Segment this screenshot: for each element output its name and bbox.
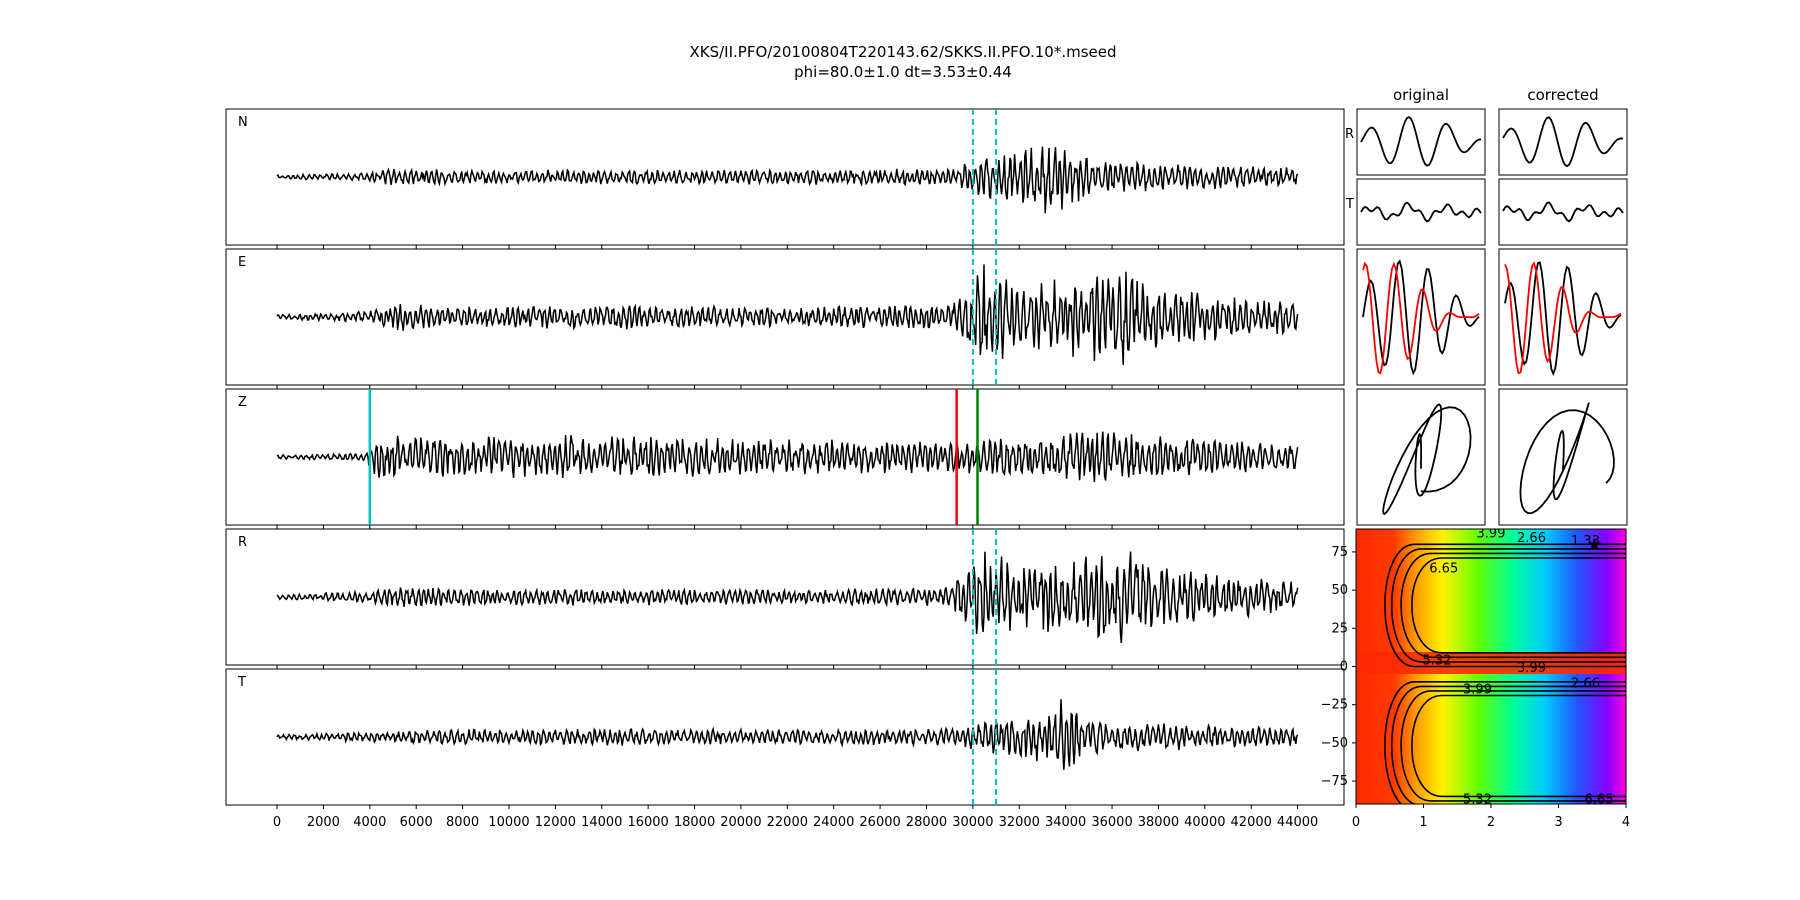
heatmap-y-tick-label: −25 — [1321, 698, 1348, 713]
trace-waveform — [276, 264, 1299, 366]
x-tick-label: 6000 — [400, 815, 433, 830]
heatmap-contour — [1411, 694, 1626, 798]
heatmap-y-tick-label: 0 — [1340, 660, 1348, 675]
heatmap-x-tick-label: 2 — [1487, 815, 1495, 830]
x-tick-label: 24000 — [813, 815, 854, 830]
contour-label: 5.32 — [1423, 653, 1452, 668]
pm-trace — [1502, 201, 1624, 223]
contour-label: 2.66 — [1517, 531, 1546, 546]
trace-panel-t: T — [225, 668, 1345, 809]
column-title-corrected: corrected — [1527, 86, 1598, 104]
pm-overlay-trace — [1504, 261, 1622, 377]
x-tick-label: 16000 — [627, 815, 668, 830]
trace-panel-e: E — [225, 248, 1345, 389]
figure-subtitle: phi=80.0±1.0 dt=3.53±0.44 — [794, 63, 1012, 81]
x-tick-label: 32000 — [999, 815, 1040, 830]
heatmap-y-tick-label: −75 — [1321, 774, 1348, 789]
pm-panel — [1356, 178, 1486, 246]
trace-label: E — [238, 255, 246, 270]
pm-panel — [1498, 248, 1628, 386]
x-tick-label: 40000 — [1184, 815, 1225, 830]
x-tick-label: 44000 — [1277, 815, 1318, 830]
heatmap-contour — [1400, 552, 1626, 659]
x-tick-label: 36000 — [1091, 815, 1132, 830]
heatmap-x-tick-label: 4 — [1622, 815, 1630, 830]
x-tick-label: 22000 — [767, 815, 808, 830]
pm-panel — [1356, 388, 1486, 526]
x-tick-label: 42000 — [1231, 815, 1272, 830]
x-tick-label: 18000 — [674, 815, 715, 830]
trace-waveform — [276, 699, 1299, 770]
heatmap-x-tick-label: 0 — [1352, 815, 1360, 830]
heatmap-y-tick-label: 75 — [1331, 545, 1348, 560]
trace-time-axis: 0 2000 4000 6000 8000 10000 12000 14000 16000 180… — [273, 815, 1318, 830]
x-tick-label: 26000 — [859, 815, 900, 830]
heatmap-contour — [1391, 685, 1626, 804]
contour-label: 3.99 — [1517, 661, 1546, 676]
x-tick-label: 34000 — [1045, 815, 1086, 830]
x-tick-label: 8000 — [446, 815, 479, 830]
x-tick-label: 10000 — [488, 815, 529, 830]
figure-title: XKS/II.PFO/20100804T220143.62/SKKS.II.PF… — [689, 43, 1116, 61]
trace-panel-n: N — [225, 108, 1345, 249]
pm-panel — [1356, 108, 1486, 176]
trace-label: Z — [238, 395, 247, 410]
contour-label: 5.32 — [1463, 792, 1492, 807]
heatmap-contour — [1390, 548, 1626, 663]
heatmap-contour — [1411, 557, 1626, 654]
pm-trace — [1360, 116, 1482, 167]
pm-overlay-trace — [1504, 261, 1622, 375]
heatmap-y-tick-label: −50 — [1321, 736, 1348, 751]
trace-waveform — [276, 146, 1299, 214]
pm-panel — [1498, 108, 1628, 176]
pm-overlay-trace — [1362, 261, 1480, 375]
x-tick-label: 4000 — [353, 815, 386, 830]
trace-label: N — [238, 115, 248, 130]
column-title-original: original — [1393, 86, 1449, 104]
heatmap-contour — [1384, 681, 1626, 804]
contour-label: 6.65 — [1429, 562, 1458, 577]
x-tick-label: 38000 — [1138, 815, 1179, 830]
x-tick-label: 0 — [273, 815, 281, 830]
pm-trace — [1360, 201, 1482, 223]
pm-panel — [1498, 178, 1628, 246]
contour-label: 1.33 — [1571, 534, 1600, 549]
x-tick-label: 12000 — [535, 815, 576, 830]
splitting-grid-heatmap: 3.99 2.66 1.33 6.65 5.32 3.99 2.66 3.99 5.32 6.65… — [1321, 527, 1630, 830]
trace-panel-z: Z — [225, 388, 1345, 529]
heatmap-y-tick-label: 50 — [1331, 583, 1348, 598]
contour-label: 2.66 — [1571, 676, 1600, 691]
heatmap-y-tick-label: 25 — [1331, 621, 1348, 636]
x-tick-label: 14000 — [581, 815, 622, 830]
x-tick-label: 20000 — [720, 815, 761, 830]
row-label: R — [1345, 127, 1354, 142]
pm-panel — [1498, 388, 1628, 526]
heatmap-contour — [1400, 690, 1626, 802]
pm-trace — [1502, 116, 1624, 168]
pm-panel — [1356, 248, 1486, 386]
contour-label: 3.99 — [1477, 527, 1506, 542]
x-tick-label: 28000 — [906, 815, 947, 830]
trace-waveform — [276, 431, 1299, 483]
contour-label: 3.99 — [1463, 682, 1492, 697]
trace-waveform — [276, 551, 1299, 644]
minimum-star-icon: ★ — [1586, 534, 1602, 555]
row-label: T — [1345, 197, 1354, 212]
trace-label: T — [237, 675, 246, 690]
contour-label: 6.65 — [1585, 792, 1614, 807]
trace-label: R — [238, 535, 247, 550]
particle-motion — [1519, 402, 1615, 514]
heatmap-x-tick-label: 1 — [1419, 815, 1427, 830]
particle-motion-panels: original corrected R T — [1345, 86, 1628, 526]
particle-motion — [1382, 403, 1472, 516]
x-tick-label: 30000 — [952, 815, 993, 830]
heatmap-x-tick-label: 3 — [1554, 815, 1562, 830]
heatmap-contour — [1384, 543, 1626, 668]
seismogram-traces: N E Z R T — [225, 108, 1345, 809]
x-tick-label: 2000 — [307, 815, 340, 830]
trace-panel-r: R — [225, 528, 1345, 669]
